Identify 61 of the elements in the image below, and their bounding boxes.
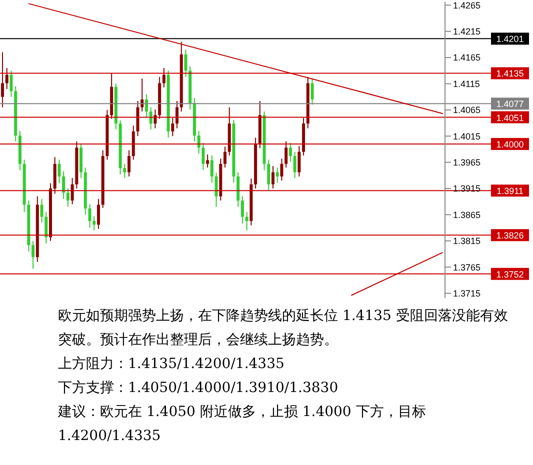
candlestick: [62, 170, 66, 200]
candlestick: [88, 204, 92, 228]
candlestick: [96, 198, 100, 230]
ref-line-label: 1.3752: [496, 269, 524, 280]
candlestick: [70, 178, 74, 205]
candlestick: [149, 106, 152, 130]
ref-line-label: 1.3911: [496, 186, 524, 196]
ref-line-label: 1.4077: [496, 99, 524, 110]
candlestick: [280, 158, 284, 182]
y-tick-label: 1.4165: [453, 52, 481, 63]
candlestick: [171, 117, 174, 137]
ref-line-label: 1.4135: [496, 68, 524, 79]
candlestick: [310, 78, 314, 106]
candlestick: [1, 52, 4, 108]
text: 上方阻力：1.4135/1.4200/1.4335: [58, 355, 286, 374]
candlestick: [32, 240, 35, 270]
candlestick: [214, 172, 218, 208]
candlestick: [40, 198, 44, 224]
y-tick-label: 1.4215: [453, 26, 481, 37]
y-tick-label: 1.4065: [453, 105, 481, 116]
candlestick: [66, 188, 70, 208]
ref-line-label: 1.4000: [496, 139, 524, 150]
candlestick: [144, 94, 148, 118]
candlestick: [202, 142, 205, 171]
candlestick: [128, 150, 131, 177]
candlestick: [224, 146, 226, 168]
text: 欧元如预期强势上扬，在下降趋势线的延长位 1.4135 受阻回落没能有效突破。预计在作出整理后，会继续上扬趋势。: [58, 307, 509, 350]
candlestick: [298, 146, 301, 177]
ref-line-label: 1.3826: [496, 230, 524, 241]
candlestick: [176, 100, 179, 129]
text: 建议：欧元在 1.4050 附近做多，止损 1.4000 下方，目标 1.4200/1.4335: [58, 403, 427, 446]
text: 下方支撑：1.4050/1.4000/1.3910/1.3830: [58, 379, 340, 398]
y-tick-label: 1.4115: [453, 78, 480, 89]
y-tick-label: 1.3715: [453, 288, 481, 298]
candlestick: [293, 151, 296, 179]
candlestick: [288, 142, 292, 162]
candlestick: [162, 68, 166, 88]
candlestick: [284, 140, 288, 168]
candlestick: [5, 68, 8, 90]
candlestick: [267, 159, 270, 191]
candlestick: [210, 155, 214, 184]
candlestick: [206, 154, 210, 168]
y-tick-label: 1.3815: [453, 236, 481, 246]
candlestick: [123, 163, 126, 179]
ref-line-label: 1.4201: [496, 34, 524, 44]
candlestick: [197, 130, 200, 154]
y-tick-label: 1.3765: [453, 262, 481, 272]
candlestick: [10, 70, 13, 98]
candlestick: [184, 49, 188, 78]
candlestick: [276, 167, 279, 184]
candlestick: [92, 216, 96, 231]
candlestick: [44, 212, 48, 244]
y-tick-label: 1.3965: [453, 158, 481, 168]
y-tick-label: 1.4015: [453, 131, 481, 142]
candlestick: [58, 159, 61, 184]
y-tick-label: 1.4265: [453, 0, 481, 10]
candlestick: [240, 196, 244, 224]
y-tick-label: 1.3865: [453, 210, 481, 220]
ref-line-label: 1.4051: [496, 112, 524, 123]
candlestick: [245, 212, 248, 231]
candlestick: [271, 165, 274, 190]
